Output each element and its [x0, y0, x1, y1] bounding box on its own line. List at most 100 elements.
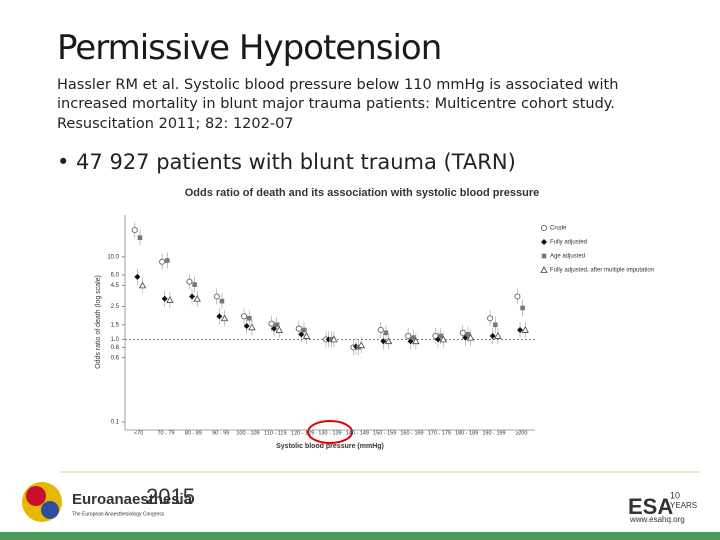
point	[302, 332, 311, 339]
y-tick-label: 6.0	[111, 273, 120, 279]
legend-label: Fully adjusted	[550, 240, 587, 246]
x-tick-label: 70 - 79	[157, 430, 174, 436]
point	[137, 235, 143, 240]
point	[165, 258, 170, 263]
x-tick-label: 130 - 139	[318, 430, 341, 436]
legend-symbol	[541, 239, 547, 245]
x-tick-label: 120 - 129	[291, 430, 314, 436]
x-tick-label: 150 - 159	[373, 430, 396, 436]
y-tick-label: 0.6	[111, 355, 120, 361]
point	[489, 332, 496, 339]
point	[159, 258, 166, 265]
footer: Euroanaesthesia 2015 The European Anaest…	[0, 471, 720, 540]
point	[521, 326, 529, 333]
y-tick-label: 2.5	[111, 304, 120, 310]
point	[301, 327, 307, 333]
slide-title: Permissive Hypotension	[57, 28, 442, 68]
point	[412, 337, 420, 345]
footer-bar	[0, 532, 720, 540]
congress-year: 2015	[146, 484, 195, 509]
x-tick-label: 170 - 179	[428, 430, 451, 436]
x-tick-label: 160 - 169	[400, 430, 423, 436]
point	[514, 293, 521, 300]
legend-label: Fully adjusted, after multiple imputatio…	[550, 268, 654, 274]
y-tick-label: 0.1	[111, 420, 120, 426]
legend-label: Crude	[550, 226, 567, 232]
esa-anniversary: 10	[670, 490, 680, 500]
highlight-circle	[307, 420, 353, 444]
point	[193, 294, 201, 302]
point	[220, 314, 229, 322]
citation-line: Resuscitation 2011; 82: 1202-07	[57, 116, 294, 132]
bullet: • 47 927 patients with blunt trauma (TAR…	[57, 150, 516, 174]
point	[274, 322, 279, 328]
point	[439, 335, 447, 343]
point	[357, 341, 365, 349]
point	[298, 331, 305, 338]
point	[192, 282, 197, 287]
point	[213, 293, 220, 300]
congress-subtitle: The European Anaesthesiology Congress	[72, 511, 165, 517]
point	[330, 335, 338, 343]
chart: Odds ratio of death and its association …	[95, 187, 654, 450]
url: www.esahq.org	[629, 515, 685, 524]
x-tick-label: 190 - 199	[482, 430, 505, 436]
x-tick-label: 140 - 149	[346, 430, 369, 436]
legend-symbol	[541, 253, 547, 259]
y-tick-label: 4.5	[111, 283, 120, 289]
point	[243, 323, 250, 330]
point	[216, 313, 223, 320]
point	[134, 273, 141, 280]
y-tick-label: 1.0	[111, 337, 120, 343]
point	[131, 227, 138, 234]
point	[465, 332, 471, 337]
x-tick-label: <70	[134, 430, 143, 436]
x-tick-label: 110 - 119	[264, 430, 286, 436]
point	[517, 326, 524, 333]
logo-globe	[26, 486, 46, 506]
y-tick-label: 10.0	[107, 254, 119, 260]
x-tick-label: 90 - 99	[212, 430, 229, 436]
y-tick-label: 1.5	[111, 322, 120, 328]
x-tick-label: ≥200	[515, 430, 527, 436]
point	[241, 313, 248, 320]
point	[268, 320, 275, 327]
point	[186, 278, 193, 285]
point	[438, 333, 443, 339]
point	[275, 326, 283, 333]
point	[295, 325, 302, 332]
point	[161, 295, 168, 302]
point	[459, 329, 466, 336]
legend-symbol	[540, 266, 548, 273]
citation-line: increased mortality in blunt major traum…	[57, 96, 615, 112]
point	[494, 332, 502, 339]
point	[411, 335, 416, 340]
point	[166, 296, 174, 303]
esa-logo: ESA	[628, 494, 673, 519]
x-tick-label: 100 - 109	[236, 430, 259, 436]
y-axis-label: Odds ratio of death (log scale)	[95, 275, 102, 369]
y-tick-label: 0.8	[111, 345, 120, 351]
point	[487, 315, 494, 322]
point	[138, 281, 147, 289]
x-tick-label: 180 - 189	[455, 430, 478, 436]
point	[219, 298, 225, 304]
legend-label: Age adjusted	[550, 254, 585, 260]
point	[380, 338, 387, 345]
congress-name: Euroanaesthesia	[72, 491, 193, 508]
point	[384, 337, 393, 345]
chart-title: Odds ratio of death and its association …	[185, 187, 540, 199]
point	[405, 332, 412, 339]
point	[520, 305, 525, 311]
point	[247, 315, 252, 321]
point	[383, 330, 389, 336]
point	[329, 337, 334, 342]
point	[493, 322, 498, 328]
point	[377, 326, 384, 334]
x-tick-label: 80 - 89	[185, 430, 202, 436]
logo-globe	[41, 501, 59, 519]
point	[248, 323, 256, 331]
point	[466, 333, 475, 341]
point	[189, 293, 196, 300]
